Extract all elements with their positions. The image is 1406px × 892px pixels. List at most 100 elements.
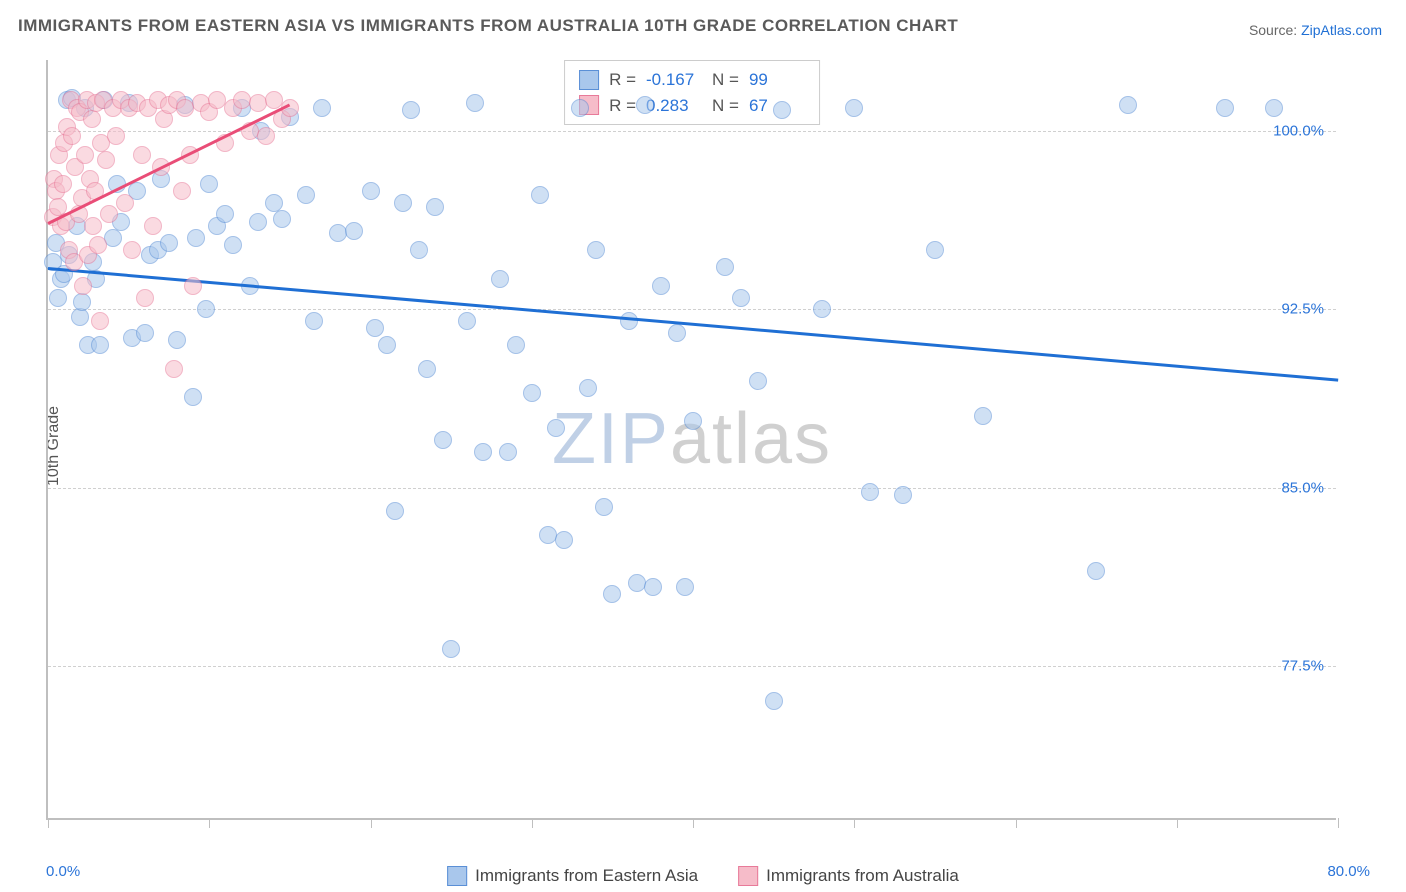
- scatter-point: [434, 431, 452, 449]
- scatter-point: [861, 483, 879, 501]
- scatter-point: [732, 289, 750, 307]
- scatter-point: [620, 312, 638, 330]
- scatter-point: [197, 300, 215, 318]
- gridline-h: [48, 309, 1336, 310]
- scatter-point: [136, 324, 154, 342]
- x-axis-max-label: 80.0%: [1327, 863, 1370, 880]
- x-tick: [1338, 818, 1339, 828]
- scatter-point: [458, 312, 476, 330]
- stats-row: R =-0.167N =99: [579, 67, 805, 93]
- scatter-point: [716, 258, 734, 276]
- scatter-point: [507, 336, 525, 354]
- x-tick: [1016, 818, 1017, 828]
- scatter-point: [184, 277, 202, 295]
- scatter-point: [749, 372, 767, 390]
- scatter-point: [603, 585, 621, 603]
- scatter-point: [305, 312, 323, 330]
- scatter-point: [571, 99, 589, 117]
- scatter-point: [813, 300, 831, 318]
- scatter-point: [386, 502, 404, 520]
- scatter-point: [313, 99, 331, 117]
- legend-item: Immigrants from Eastern Asia: [447, 866, 698, 886]
- trend-line: [48, 267, 1338, 381]
- scatter-point: [1087, 562, 1105, 580]
- scatter-point: [216, 205, 234, 223]
- y-tick-label: 85.0%: [1281, 479, 1324, 496]
- scatter-point: [165, 360, 183, 378]
- stat-r-value: -0.167: [646, 67, 702, 93]
- stats-swatch: [579, 70, 599, 90]
- legend-label: Immigrants from Eastern Asia: [475, 866, 698, 886]
- scatter-point: [491, 270, 509, 288]
- scatter-point: [76, 146, 94, 164]
- scatter-point: [402, 101, 420, 119]
- scatter-point: [394, 194, 412, 212]
- scatter-point: [587, 241, 605, 259]
- scatter-point: [773, 101, 791, 119]
- scatter-point: [136, 289, 154, 307]
- stat-r-label: R =: [609, 93, 636, 119]
- scatter-point: [187, 229, 205, 247]
- scatter-plot-area: ZIPatlas R =-0.167N =99R =0.283N =67 77.…: [46, 60, 1336, 820]
- scatter-point: [116, 194, 134, 212]
- watermark-zip: ZIP: [552, 399, 670, 479]
- y-tick-label: 92.5%: [1281, 301, 1324, 318]
- x-tick: [1177, 818, 1178, 828]
- scatter-point: [133, 146, 151, 164]
- x-tick: [48, 818, 49, 828]
- watermark-atlas: atlas: [670, 399, 832, 479]
- scatter-point: [652, 277, 670, 295]
- x-tick: [371, 818, 372, 828]
- scatter-point: [555, 531, 573, 549]
- scatter-point: [144, 217, 162, 235]
- scatter-point: [345, 222, 363, 240]
- scatter-point: [378, 336, 396, 354]
- source-prefix: Source:: [1249, 22, 1301, 38]
- scatter-point: [579, 379, 597, 397]
- scatter-point: [362, 182, 380, 200]
- legend-label: Immigrants from Australia: [766, 866, 959, 886]
- watermark: ZIPatlas: [552, 398, 832, 480]
- gridline-h: [48, 488, 1336, 489]
- stat-n-value: 99: [749, 67, 805, 93]
- scatter-point: [676, 578, 694, 596]
- scatter-point: [499, 443, 517, 461]
- stat-r-value: 0.283: [646, 93, 702, 119]
- scatter-point: [297, 186, 315, 204]
- x-axis-min-label: 0.0%: [46, 863, 80, 880]
- x-tick: [532, 818, 533, 828]
- scatter-point: [329, 224, 347, 242]
- scatter-point: [636, 96, 654, 114]
- scatter-point: [97, 151, 115, 169]
- scatter-point: [89, 236, 107, 254]
- scatter-point: [123, 241, 141, 259]
- scatter-point: [410, 241, 428, 259]
- scatter-point: [926, 241, 944, 259]
- scatter-point: [684, 412, 702, 430]
- stats-row: R =0.283N =67: [579, 93, 805, 119]
- scatter-point: [184, 388, 202, 406]
- scatter-point: [249, 94, 267, 112]
- x-tick: [209, 818, 210, 828]
- scatter-point: [91, 336, 109, 354]
- scatter-point: [100, 205, 118, 223]
- scatter-point: [668, 324, 686, 342]
- scatter-point: [366, 319, 384, 337]
- scatter-point: [466, 94, 484, 112]
- x-tick: [854, 818, 855, 828]
- scatter-point: [49, 289, 67, 307]
- scatter-point: [249, 213, 267, 231]
- legend-swatch: [738, 866, 758, 886]
- scatter-point: [644, 578, 662, 596]
- scatter-point: [257, 127, 275, 145]
- chart-title: IMMIGRANTS FROM EASTERN ASIA VS IMMIGRAN…: [18, 16, 958, 36]
- scatter-point: [1265, 99, 1283, 117]
- scatter-point: [474, 443, 492, 461]
- scatter-point: [273, 210, 291, 228]
- scatter-point: [160, 234, 178, 252]
- scatter-point: [418, 360, 436, 378]
- scatter-point: [54, 175, 72, 193]
- source-link[interactable]: ZipAtlas.com: [1301, 22, 1382, 38]
- scatter-point: [73, 293, 91, 311]
- scatter-point: [426, 198, 444, 216]
